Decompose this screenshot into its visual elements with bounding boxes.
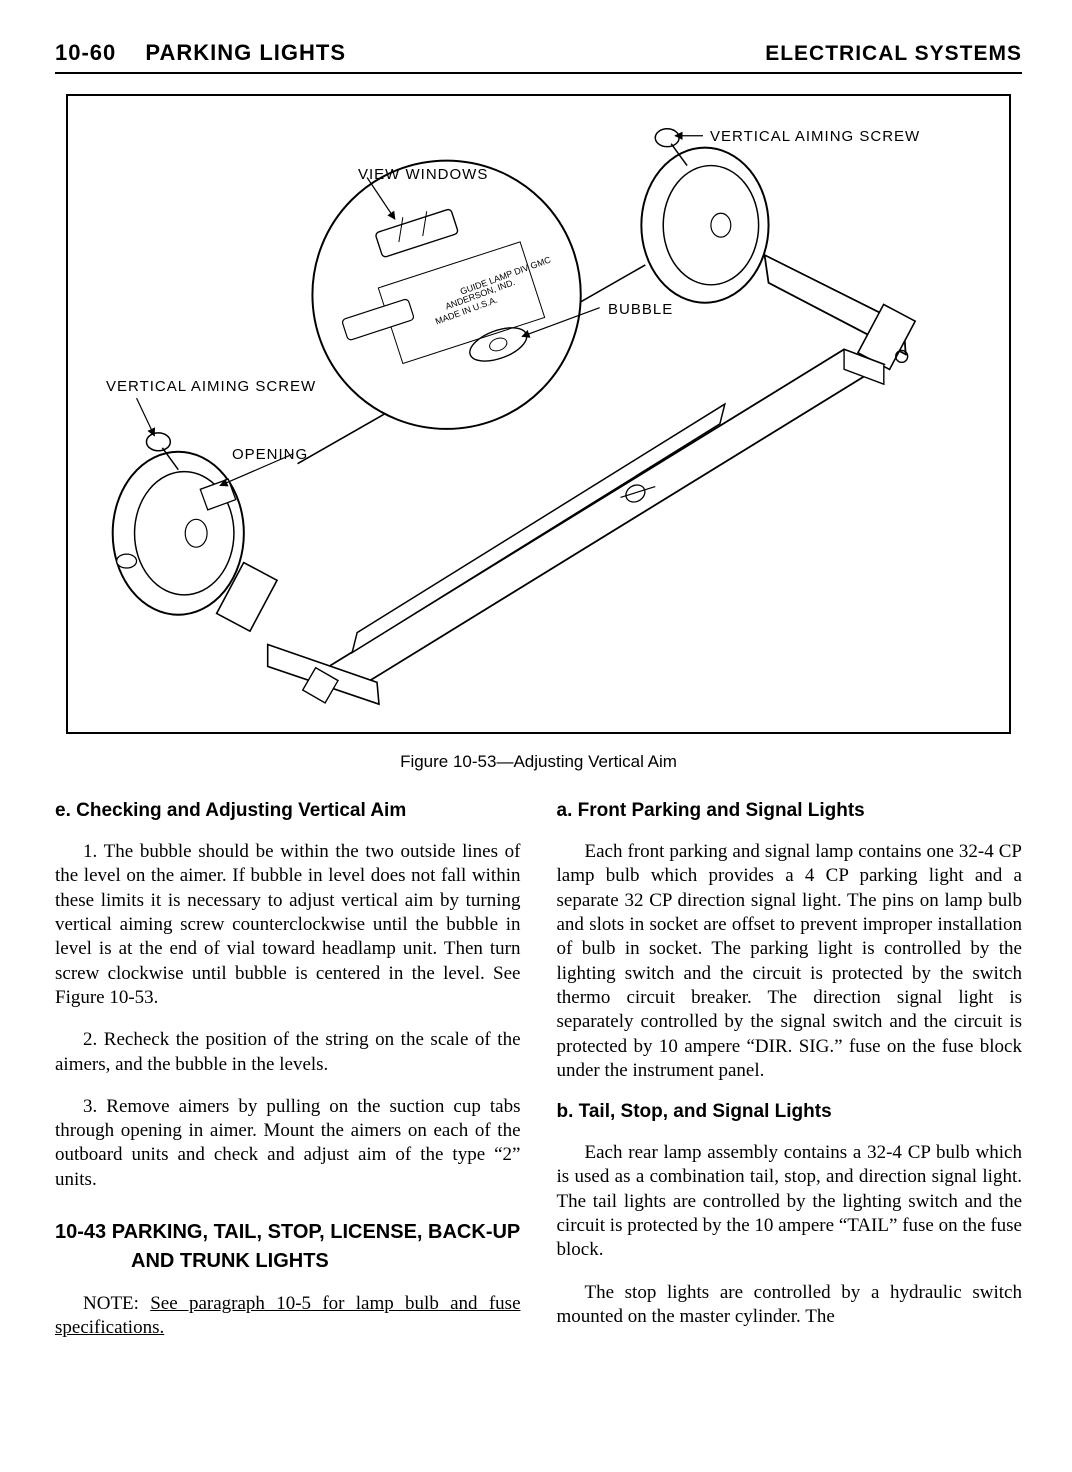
left-note: NOTE: See paragraph 10-5 for lamp bulb a… [55, 1292, 521, 1341]
section-heading-10-43: 10-43 PARKING, TAIL, STOP, LICENSE, BACK… [55, 1218, 521, 1276]
right-pb2: The stop lights are controlled by a hydr… [557, 1281, 1023, 1330]
right-pa: Each front parking and signal lamp conta… [557, 840, 1023, 1083]
label-bubble: BUBBLE [608, 301, 673, 318]
body-columns: e. Checking and Adjusting Vertical Aim 1… [55, 800, 1022, 1359]
page-number: 10-60 [55, 40, 116, 65]
left-p2: 2. Recheck the position of the string on… [55, 1028, 521, 1077]
heading-a: a. Front Parking and Signal Lights [557, 800, 1023, 822]
label-view-windows: VIEW WINDOWS [358, 166, 488, 183]
label-vertical-aiming-screw-top: VERTICAL AIMING SCREW [710, 128, 920, 145]
heading-b: b. Tail, Stop, and Signal Lights [557, 1101, 1023, 1123]
label-vertical-aiming-screw-left: VERTICAL AIMING SCREW [106, 378, 316, 395]
note-prefix: NOTE: [83, 1293, 150, 1314]
figure-10-53: GUIDE LAMP DIV GMC ANDERSON, IND. MADE I… [66, 94, 1011, 734]
section-title: PARKING LIGHTS [145, 40, 346, 65]
left-p1: 1. The bubble should be within the two o… [55, 840, 521, 1010]
right-pb1: Each rear lamp assembly contains a 32-4 … [557, 1141, 1023, 1263]
right-column: a. Front Parking and Signal Lights Each … [557, 800, 1023, 1359]
page-header: 10-60 PARKING LIGHTS ELECTRICAL SYSTEMS [55, 40, 1022, 74]
chapter-title: ELECTRICAL SYSTEMS [765, 42, 1022, 66]
figure-svg: GUIDE LAMP DIV GMC ANDERSON, IND. MADE I… [68, 96, 1009, 732]
label-opening: OPENING [232, 446, 308, 463]
header-left: 10-60 PARKING LIGHTS [55, 40, 346, 66]
left-column: e. Checking and Adjusting Vertical Aim 1… [55, 800, 521, 1359]
figure-caption: Figure 10-53—Adjusting Vertical Aim [55, 752, 1022, 772]
heading-e: e. Checking and Adjusting Vertical Aim [55, 800, 521, 822]
left-p3: 3. Remove aimers by pulling on the sucti… [55, 1095, 521, 1192]
